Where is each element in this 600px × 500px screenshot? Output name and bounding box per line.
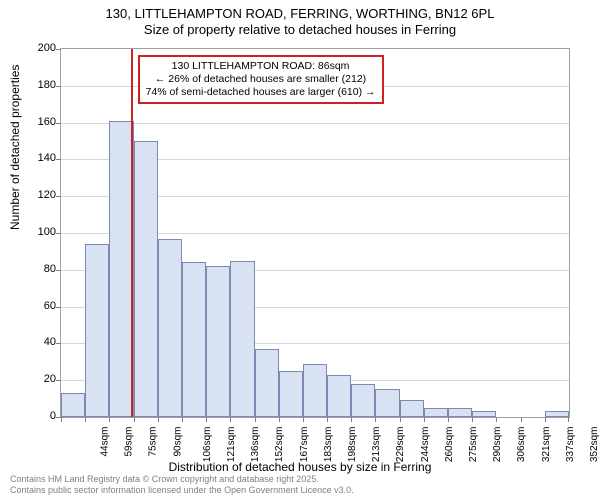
x-tick-mark — [206, 417, 207, 422]
histogram-bar — [206, 266, 230, 417]
y-tick-mark — [56, 123, 61, 124]
x-tick-label: 75sqm — [148, 427, 159, 457]
footer-line2: Contains public sector information licen… — [10, 485, 354, 496]
annotation-line1: 130 LITTLEHAMPTON ROAD: 86sqm — [146, 60, 376, 73]
x-tick-mark — [521, 417, 522, 422]
y-tick-label: 60 — [20, 300, 56, 312]
y-tick-label: 160 — [20, 116, 56, 128]
histogram-bar — [472, 411, 496, 417]
chart-plot-area: 130 LITTLEHAMPTON ROAD: 86sqm← 26% of de… — [60, 48, 570, 418]
y-tick-label: 140 — [20, 152, 56, 164]
x-tick-label: 167sqm — [299, 427, 310, 463]
annotation-line3: 74% of semi-detached houses are larger (… — [146, 86, 376, 99]
y-tick-mark — [56, 49, 61, 50]
y-tick-mark — [56, 380, 61, 381]
x-tick-mark — [85, 417, 86, 422]
footer-line1: Contains HM Land Registry data © Crown c… — [10, 474, 354, 485]
histogram-bar — [61, 393, 85, 417]
x-tick-label: 260sqm — [444, 427, 455, 463]
x-tick-mark — [158, 417, 159, 422]
histogram-bar — [400, 400, 424, 417]
x-tick-label: 321sqm — [541, 427, 552, 463]
x-tick-label: 152sqm — [275, 427, 286, 463]
x-axis-label: Distribution of detached houses by size … — [0, 460, 600, 474]
annotation-line2: ← 26% of detached houses are smaller (21… — [146, 73, 376, 86]
x-tick-mark — [496, 417, 497, 422]
x-tick-mark — [448, 417, 449, 422]
y-tick-label: 120 — [20, 189, 56, 201]
x-tick-mark — [279, 417, 280, 422]
y-tick-label: 100 — [20, 226, 56, 238]
y-tick-mark — [56, 196, 61, 197]
x-tick-label: 244sqm — [420, 427, 431, 463]
histogram-bar — [279, 371, 303, 417]
histogram-bar — [424, 408, 448, 417]
x-tick-label: 90sqm — [172, 427, 183, 457]
x-tick-label: 198sqm — [347, 427, 358, 463]
y-tick-mark — [56, 233, 61, 234]
chart-title-block: 130, LITTLEHAMPTON ROAD, FERRING, WORTHI… — [0, 0, 600, 39]
x-tick-mark — [109, 417, 110, 422]
x-tick-mark — [255, 417, 256, 422]
histogram-bar — [182, 262, 206, 417]
x-tick-label: 106sqm — [202, 427, 213, 463]
y-tick-mark — [56, 343, 61, 344]
y-tick-label: 40 — [20, 336, 56, 348]
y-tick-label: 180 — [20, 79, 56, 91]
y-tick-label: 20 — [20, 373, 56, 385]
histogram-bar — [85, 244, 109, 417]
histogram-bar — [255, 349, 279, 417]
x-tick-label: 183sqm — [323, 427, 334, 463]
histogram-bar — [303, 364, 327, 417]
y-tick-mark — [56, 270, 61, 271]
x-tick-mark — [568, 417, 569, 422]
histogram-bar — [230, 261, 254, 417]
histogram-bar — [448, 408, 472, 417]
chart-title-line1: 130, LITTLEHAMPTON ROAD, FERRING, WORTHI… — [0, 6, 600, 22]
y-tick-label: 0 — [20, 410, 56, 422]
histogram-bar — [134, 141, 158, 417]
x-tick-mark — [230, 417, 231, 422]
x-tick-mark — [545, 417, 546, 422]
x-tick-mark — [424, 417, 425, 422]
histogram-bar — [545, 411, 569, 417]
histogram-bar — [375, 389, 399, 417]
histogram-bar — [158, 239, 182, 417]
x-tick-mark — [375, 417, 376, 422]
histogram-bar — [351, 384, 375, 417]
x-tick-label: 59sqm — [124, 427, 135, 457]
y-tick-mark — [56, 159, 61, 160]
annotation-box: 130 LITTLEHAMPTON ROAD: 86sqm← 26% of de… — [138, 55, 384, 104]
x-tick-label: 213sqm — [371, 427, 382, 463]
x-tick-label: 275sqm — [468, 427, 479, 463]
chart-title-line2: Size of property relative to detached ho… — [0, 22, 600, 38]
y-tick-label: 200 — [20, 42, 56, 54]
highlight-marker-line — [131, 49, 133, 417]
y-tick-mark — [56, 307, 61, 308]
x-tick-mark — [303, 417, 304, 422]
y-tick-mark — [56, 86, 61, 87]
x-tick-label: 290sqm — [492, 427, 503, 463]
x-tick-mark — [472, 417, 473, 422]
grid-line — [61, 123, 569, 124]
x-tick-label: 337sqm — [565, 427, 576, 463]
x-tick-mark — [351, 417, 352, 422]
x-tick-mark — [400, 417, 401, 422]
x-tick-label: 136sqm — [250, 427, 261, 463]
histogram-bar — [327, 375, 351, 417]
x-tick-mark — [134, 417, 135, 422]
x-tick-label: 121sqm — [226, 427, 237, 463]
footer-attribution: Contains HM Land Registry data © Crown c… — [10, 474, 354, 496]
y-tick-label: 80 — [20, 263, 56, 275]
x-tick-mark — [327, 417, 328, 422]
x-tick-mark — [61, 417, 62, 422]
x-tick-label: 352sqm — [589, 427, 600, 463]
x-tick-label: 44sqm — [100, 427, 111, 457]
x-tick-label: 306sqm — [516, 427, 527, 463]
x-tick-label: 229sqm — [395, 427, 406, 463]
x-tick-mark — [182, 417, 183, 422]
